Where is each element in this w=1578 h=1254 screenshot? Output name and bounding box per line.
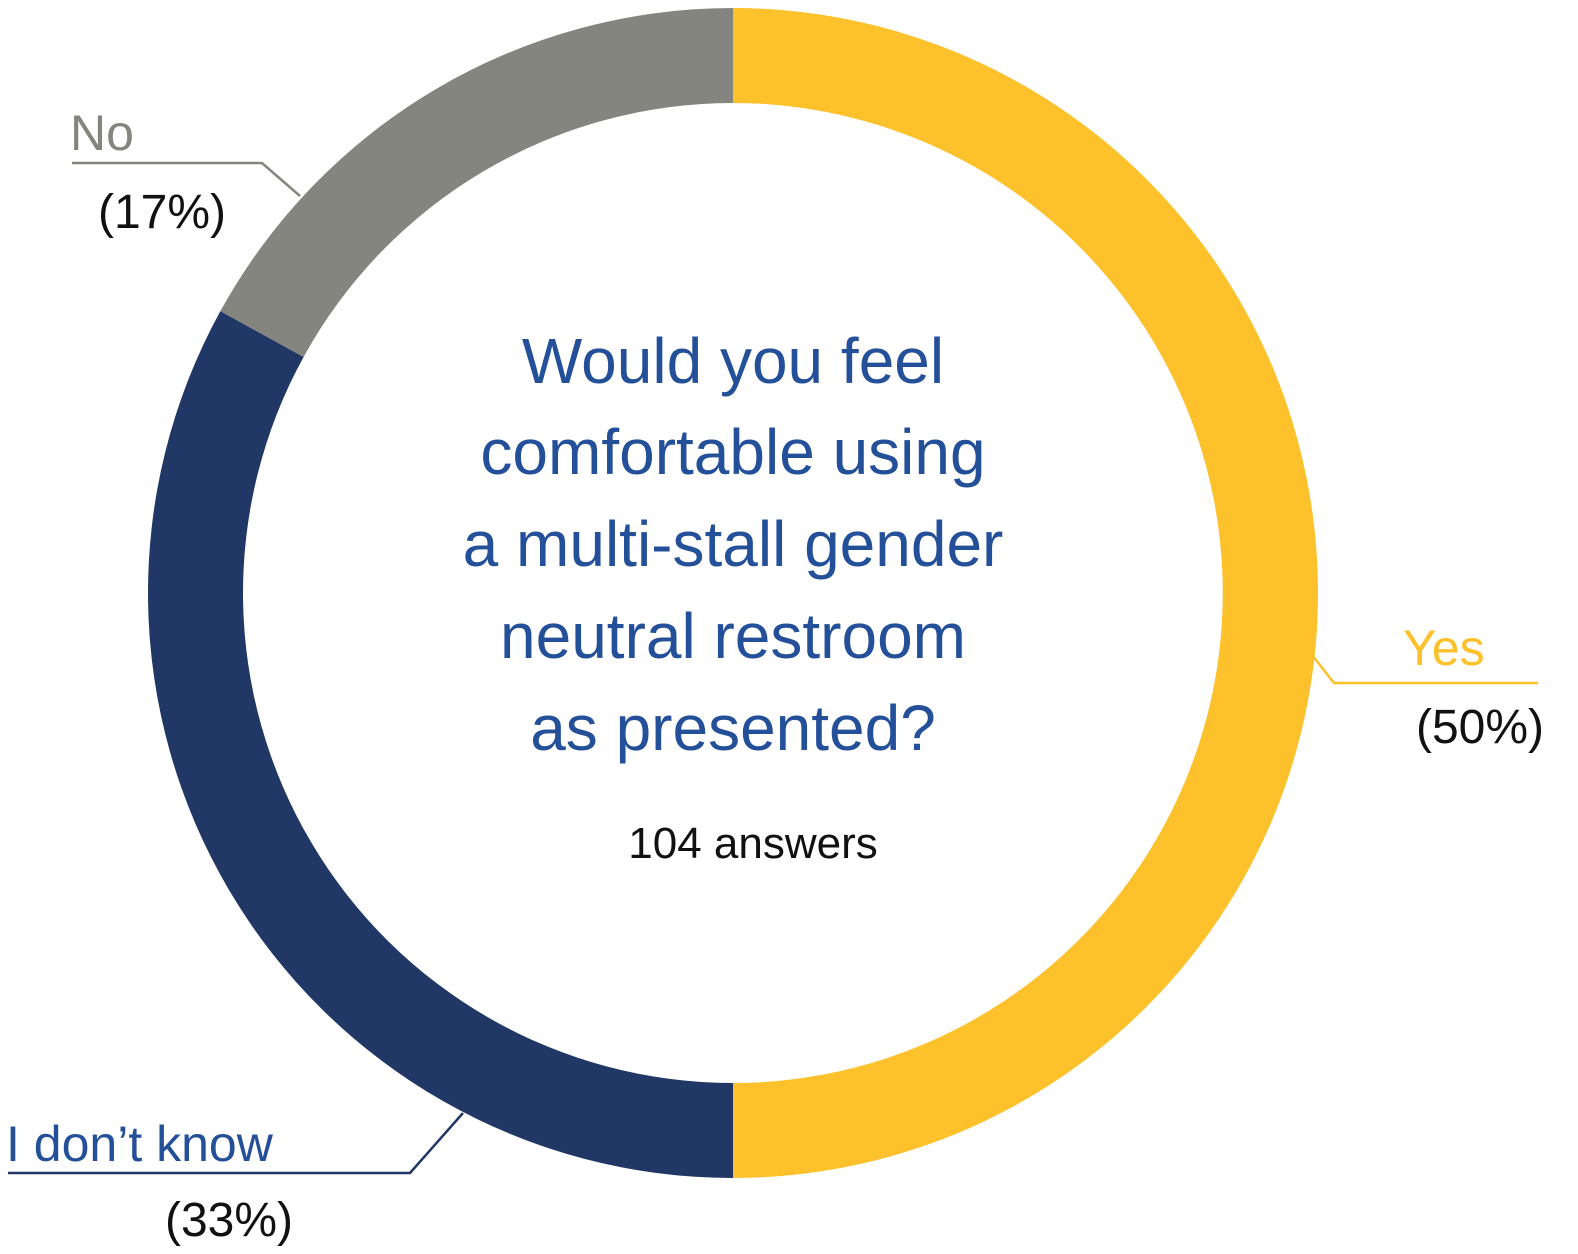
title-line-1: Would you feel (522, 325, 944, 397)
answer-count: 104 answers (628, 819, 877, 868)
title-line-4: neutral restroom (500, 600, 966, 672)
leader-line-dont-know (8, 1112, 464, 1175)
label-group-yes: Yes (50%) (1311, 620, 1544, 754)
slice-pct-yes: (50%) (1416, 701, 1544, 754)
chart-title: Would you feel comfortable using a multi… (463, 325, 1004, 764)
slice-no (220, 8, 733, 357)
slice-pct-dont-know: (33%) (165, 1194, 293, 1247)
title-line-3: a multi-stall gender (463, 508, 1004, 580)
donut-slices (147, 8, 1318, 1179)
slice-label-yes: Yes (1403, 620, 1485, 676)
label-group-no: No (17%) (70, 105, 301, 239)
slice-yes (733, 8, 1318, 1178)
title-line-2: comfortable using (480, 416, 985, 488)
slice-pct-no: (17%) (98, 186, 226, 239)
leader-line-yes (1311, 654, 1538, 685)
title-line-5: as presented? (530, 692, 936, 764)
label-group-dont-know: I don’t know (33%) (6, 1112, 464, 1247)
leader-line-no (72, 161, 301, 197)
slice-label-no: No (70, 105, 134, 161)
slice-i-don-t-know (147, 311, 733, 1179)
slice-label-dont-know: I don’t know (6, 1116, 274, 1172)
